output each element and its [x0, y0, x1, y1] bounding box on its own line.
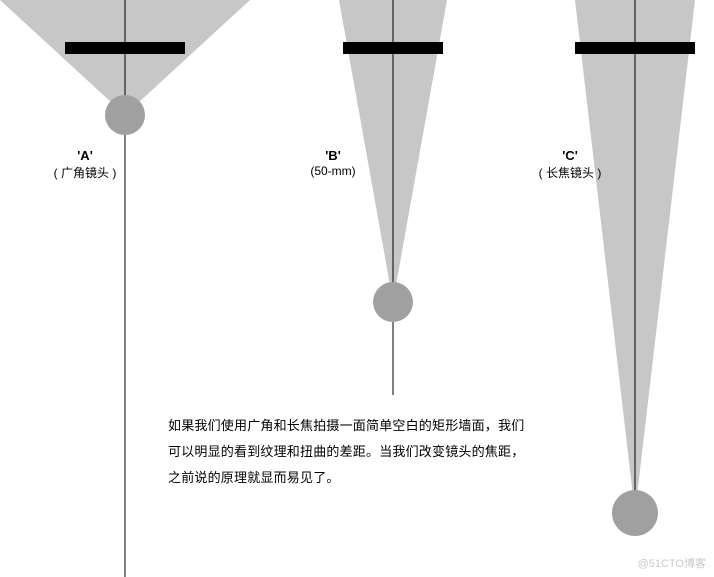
- camera-circle-B: [373, 282, 413, 322]
- wall-bar-A: [65, 42, 185, 54]
- desc-line-2: 可以明显的看到纹理和扭曲的差距。当我们改变镜头的焦距，: [168, 439, 524, 465]
- lens-title-C: 'C': [539, 148, 602, 163]
- lens-label-B: 'B'(50-mm): [310, 148, 355, 178]
- desc-line-1: 如果我们使用广角和长焦拍摄一面简单空白的矩形墙面，我们: [168, 413, 524, 439]
- camera-circle-A: [105, 95, 145, 135]
- camera-circle-C: [612, 490, 658, 536]
- lens-subtitle-B: (50-mm): [310, 164, 355, 178]
- lens-title-A: 'A': [54, 148, 117, 163]
- lens-label-C: 'C'( 长焦镜头 ): [539, 148, 602, 181]
- wall-bar-C: [575, 42, 695, 54]
- desc-line-3: 之前说的原理就显而易见了。: [168, 465, 524, 491]
- description-text: 如果我们使用广角和长焦拍摄一面简单空白的矩形墙面，我们 可以明显的看到纹理和扭曲…: [168, 413, 524, 491]
- lens-subtitle-A: ( 广角镜头 ): [54, 164, 117, 181]
- wall-bar-B: [343, 42, 443, 54]
- lens-label-A: 'A'( 广角镜头 ): [54, 148, 117, 181]
- watermark-text: @51CTO博客: [638, 555, 706, 571]
- lens-title-B: 'B': [310, 148, 355, 163]
- lens-subtitle-C: ( 长焦镜头 ): [539, 164, 602, 181]
